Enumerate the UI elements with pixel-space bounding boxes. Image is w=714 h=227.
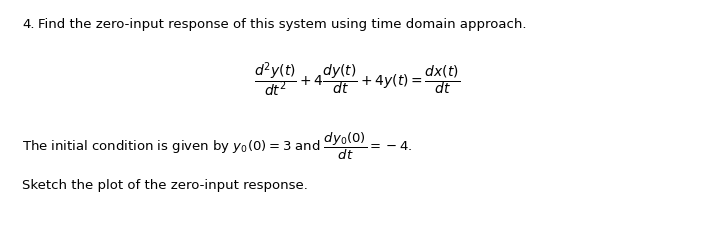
Text: $\dfrac{d^2y(t)}{dt^2} + 4\dfrac{dy(t)}{dt} + 4y(t) = \dfrac{dx(t)}{dt}$: $\dfrac{d^2y(t)}{dt^2} + 4\dfrac{dy(t)}{… (254, 60, 460, 99)
Text: Find the zero-input response of this system using time domain approach.: Find the zero-input response of this sys… (38, 18, 526, 31)
Text: 4.: 4. (22, 18, 34, 31)
Text: Sketch the plot of the zero-input response.: Sketch the plot of the zero-input respon… (22, 179, 308, 192)
Text: The initial condition is given by $y_0(0) = 3$ and $\dfrac{dy_0(0)}{dt} = -4.$: The initial condition is given by $y_0(0… (22, 130, 413, 161)
